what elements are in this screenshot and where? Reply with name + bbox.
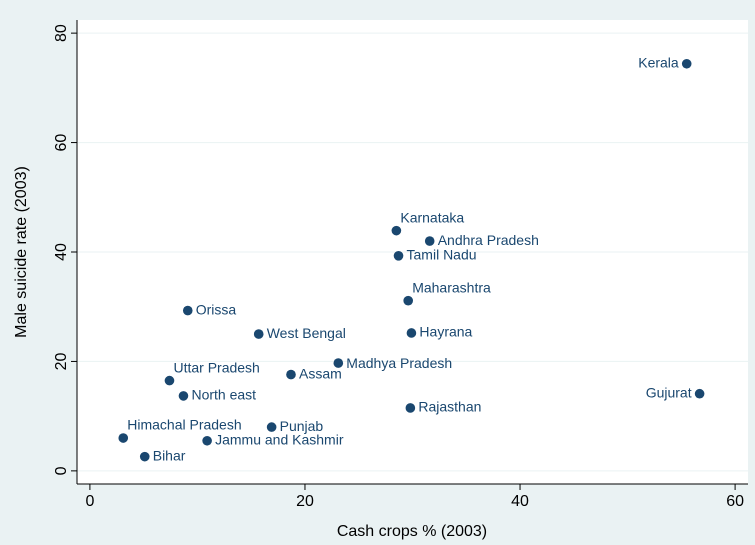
x-tick-label: 40 (511, 493, 529, 510)
point (333, 358, 344, 368)
y-tick-label: 20 (53, 352, 70, 370)
point (405, 403, 416, 413)
point (253, 329, 264, 339)
point-label: Orissa (196, 301, 237, 317)
point-label: Assam (299, 365, 342, 381)
point-label: Karnataka (400, 209, 464, 225)
y-axis-label: Male suicide rate (2003) (13, 166, 30, 338)
point (178, 391, 189, 401)
point-label: Gujurat (646, 384, 692, 400)
point (424, 236, 435, 246)
point-label: Maharashtra (412, 279, 491, 295)
point-label: Punjab (280, 418, 324, 434)
point (681, 58, 692, 69)
point-label: Tamil Nadu (407, 247, 477, 263)
point (406, 328, 417, 338)
point (139, 451, 150, 462)
y-tick-label: 80 (53, 24, 70, 42)
y-tick-label: 40 (53, 243, 70, 261)
point-label: Himachal Pradesh (127, 417, 241, 433)
point-label: Kerala (638, 54, 679, 70)
point-label: Andhra Pradesh (438, 232, 539, 248)
point (694, 388, 705, 399)
point (202, 435, 212, 446)
point-label: West Bengal (267, 325, 346, 341)
x-axis-label: Cash crops % (2003) (337, 523, 487, 540)
x-tick-label: 0 (85, 493, 94, 510)
y-tick-label: 0 (53, 466, 70, 475)
point (393, 251, 404, 261)
point (164, 375, 175, 386)
point-label: Jammu and Kashmir (215, 431, 344, 447)
point (118, 433, 129, 443)
x-tick-label: 20 (296, 493, 314, 510)
point (391, 225, 402, 236)
point (266, 422, 277, 432)
point-label: Hayrana (419, 324, 472, 340)
point (182, 305, 193, 316)
x-tick-label: 60 (726, 493, 744, 510)
point-label: Madhya Pradesh (346, 355, 452, 371)
point (403, 295, 413, 306)
y-tick-label: 60 (53, 134, 70, 152)
point-label: Uttar Pradesh (173, 359, 259, 375)
point-label: Bihar (153, 447, 186, 463)
point-label: Rajasthan (418, 399, 481, 415)
point-label: North east (191, 387, 256, 403)
point (286, 369, 296, 380)
